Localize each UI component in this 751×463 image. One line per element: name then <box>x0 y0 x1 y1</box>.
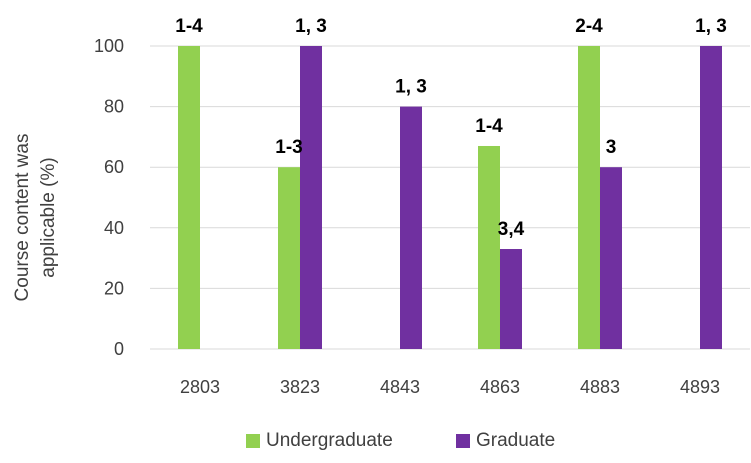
legend-label-graduate: Graduate <box>476 430 555 451</box>
y-axis-title-line: Course content was <box>12 134 33 302</box>
x-tick-label: 2803 <box>180 377 220 397</box>
x-axis-ticks: 2803 3823 4843 4863 4883 4893 <box>180 377 720 397</box>
data-label: 3,4 <box>498 219 525 240</box>
bars <box>178 46 722 349</box>
bar-undergraduate-4863 <box>478 145 500 349</box>
y-tick-label: 100 <box>94 36 124 56</box>
data-label: 1, 3 <box>395 77 427 98</box>
data-label: 3 <box>606 137 617 158</box>
data-labels: 1-4 1-3 1, 3 1, 3 1-4 3,4 2-4 3 1, 3 <box>175 16 727 240</box>
bar-graduate-3823 <box>300 46 322 349</box>
y-axis-title-line: applicable (%) <box>38 157 59 277</box>
data-label: 1, 3 <box>695 16 727 37</box>
x-tick-label: 4883 <box>580 377 620 397</box>
y-axis-title: Course content was applicable (%) <box>12 134 59 302</box>
legend: Undergraduate Graduate <box>246 430 555 451</box>
y-axis-ticks: 0 20 40 60 80 100 <box>94 36 124 359</box>
y-tick-label: 60 <box>104 157 124 177</box>
legend-swatch-graduate <box>456 434 470 448</box>
x-tick-label: 3823 <box>280 377 320 397</box>
gridlines <box>150 45 750 350</box>
x-tick-label: 4893 <box>680 377 720 397</box>
legend-swatch-undergraduate <box>246 434 260 448</box>
x-tick-label: 4863 <box>480 377 520 397</box>
y-tick-label: 80 <box>104 97 124 117</box>
x-tick-label: 4843 <box>380 377 420 397</box>
bar-undergraduate-3823 <box>278 167 300 349</box>
bar-graduate-4883 <box>600 167 622 349</box>
y-tick-label: 0 <box>114 339 124 359</box>
y-tick-label: 20 <box>104 278 124 298</box>
legend-label-undergraduate: Undergraduate <box>266 430 393 451</box>
data-label: 1-4 <box>475 116 503 137</box>
data-label: 2-4 <box>575 16 603 37</box>
bar-graduate-4863 <box>500 249 522 349</box>
bar-undergraduate-4883 <box>578 46 600 349</box>
data-label: 1-4 <box>175 16 203 37</box>
bar-graduate-4893 <box>700 46 722 349</box>
bar-graduate-4843 <box>400 106 422 349</box>
y-tick-label: 40 <box>104 218 124 238</box>
bar-undergraduate-2803 <box>178 46 200 349</box>
data-label: 1-3 <box>275 137 302 158</box>
data-label: 1, 3 <box>295 16 327 37</box>
